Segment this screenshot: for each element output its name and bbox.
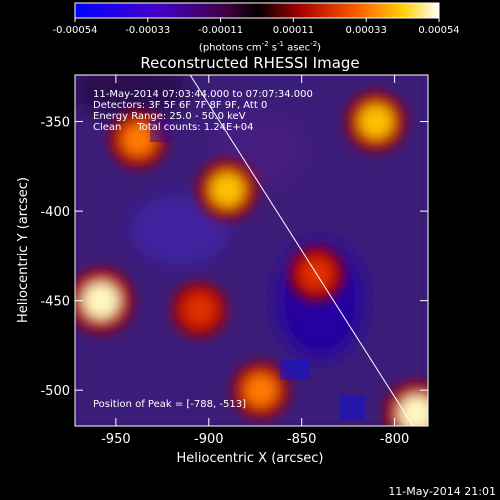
y-tick-label: -450 [40, 295, 70, 310]
y-axis-label: Heliocentric Y (arcsec) [16, 177, 31, 323]
emission-feature [244, 374, 277, 407]
y-tick-label: -400 [40, 205, 70, 220]
colorbar-ticks: -0.00054 -0.00033 -0.00011 0.00011 0.00033 0.… [53, 18, 460, 36]
y-axis-ticks: -350 -400 -450 -500 [40, 116, 428, 399]
info-line-2: Detectors: 3F 5F 6F 7F 8F 9F, Att 0 [93, 100, 267, 111]
colorbar-tick-label: 0.00011 [273, 25, 314, 36]
colorbar-tick-label: -0.00033 [125, 25, 170, 36]
colorbar-tick-label: 0.00054 [418, 25, 459, 36]
emission-feature [122, 123, 155, 156]
y-tick-label: -350 [40, 116, 70, 131]
peak-label: Position of Peak = [-788, -513] [93, 399, 246, 410]
chart-title: Reconstructed RHESSI Image [140, 54, 359, 72]
info-line-4: Clean Total counts: 1.24E+04 [93, 122, 253, 133]
colorbar-tick-label: -0.00054 [53, 25, 98, 36]
colorbar-unit-label: (photons cm-2 s-1 asec-2) [198, 40, 322, 54]
limb-line [189, 74, 414, 427]
emission-feature [184, 294, 215, 325]
colorbar-tick-label: 0.00033 [346, 25, 387, 36]
y-tick-label: -500 [40, 384, 70, 399]
x-axis-ticks: -950 -900 -850 -800 [101, 75, 409, 447]
info-block: 11-May-2014 07:03:44.000 to 07:07:34.000… [93, 89, 313, 133]
x-tick-label: -800 [380, 432, 410, 447]
footer-timestamp: 11-May-2014 21:01 [388, 485, 496, 498]
x-tick-label: -950 [101, 432, 131, 447]
info-line-1: 11-May-2014 07:03:44.000 to 07:07:34.000 [93, 89, 313, 100]
x-tick-label: -900 [194, 432, 224, 447]
colorbar-tick-label: -0.00011 [198, 25, 243, 36]
x-tick-label: -850 [287, 432, 317, 447]
x-axis-label: Heliocentric X (arcsec) [177, 451, 324, 466]
emission-feature [359, 104, 393, 139]
plot-frame [74, 74, 429, 427]
heatmap-image [75, 75, 428, 426]
colorbar [74, 2, 440, 19]
info-line-3: Energy Range: 25.0 - 50.0 keV [93, 111, 246, 122]
emission-feature [210, 172, 245, 207]
emission-feature [398, 395, 428, 426]
emission-feature [83, 282, 120, 319]
